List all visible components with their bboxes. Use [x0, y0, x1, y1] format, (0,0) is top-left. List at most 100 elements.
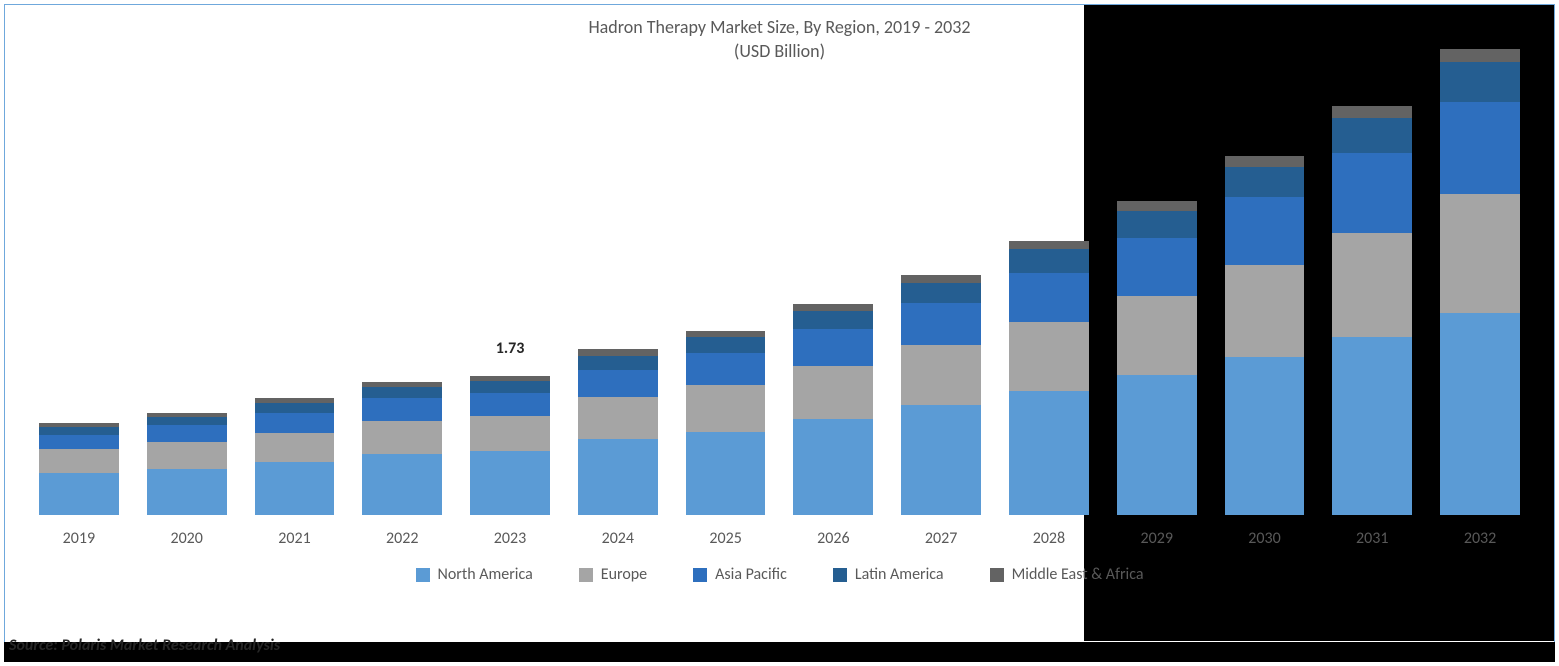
legend-swatch — [579, 568, 593, 582]
bar-segment — [1440, 49, 1520, 63]
bar-segment — [147, 425, 227, 442]
chart-title-line1: Hadron Therapy Market Size, By Region, 2… — [5, 15, 1554, 39]
bar — [793, 304, 873, 515]
bar-segment — [362, 398, 442, 420]
bar-slot — [1211, 75, 1319, 515]
bar-segment — [686, 337, 766, 353]
bar — [362, 382, 442, 515]
bar — [1009, 241, 1089, 515]
bar-segment — [39, 435, 119, 449]
bar-segment — [1009, 391, 1089, 515]
bar-segment — [39, 449, 119, 473]
bar-slot — [133, 75, 241, 515]
bar-segment — [362, 454, 442, 515]
bar-segment — [1225, 357, 1305, 515]
bar-segment — [578, 356, 658, 370]
legend-label: Latin America — [855, 565, 944, 585]
bar-slot — [887, 75, 995, 515]
bar — [1440, 49, 1520, 515]
bar-segment — [1009, 241, 1089, 250]
x-axis-label: 2027 — [887, 521, 995, 548]
bar-slot — [1103, 75, 1211, 515]
bar-segment — [1117, 296, 1197, 375]
legend-item: Latin America — [833, 565, 944, 585]
bar — [686, 331, 766, 515]
bar-slot — [564, 75, 672, 515]
legend-item: Middle East & Africa — [990, 565, 1144, 585]
bar — [470, 376, 550, 515]
x-axis-label: 2029 — [1103, 521, 1211, 548]
bar-segment — [1332, 106, 1412, 118]
bar-segment — [1332, 233, 1412, 337]
bar-segment — [255, 433, 335, 463]
x-axis-label: 2032 — [1426, 521, 1534, 548]
bar-segment — [901, 303, 981, 345]
legend-swatch — [990, 568, 1004, 582]
bar-segment — [578, 397, 658, 439]
bars-row: 1.73 — [25, 75, 1534, 515]
bar-segment — [1117, 201, 1197, 211]
bar-segment — [686, 353, 766, 385]
bar-segment — [793, 311, 873, 329]
bar-segment — [255, 462, 335, 515]
bar-segment — [793, 419, 873, 515]
bar-segment — [1009, 249, 1089, 272]
x-axis: 2019202020212022202320242025202620272028… — [25, 521, 1534, 548]
source-attribution: Source: Polaris Market Research Analysis — [9, 636, 280, 655]
bar-segment — [255, 413, 335, 432]
legend-swatch — [693, 568, 707, 582]
legend: North America Europe Asia Pacific Latin Ame… — [5, 565, 1554, 585]
x-axis-label: 2026 — [779, 521, 887, 548]
bar-segment — [1225, 167, 1305, 197]
bar-slot — [779, 75, 887, 515]
bar-segment — [1225, 197, 1305, 265]
x-axis-label: 2024 — [564, 521, 672, 548]
bar-segment — [1332, 153, 1412, 232]
bar-segment — [470, 416, 550, 451]
x-axis-label: 2020 — [133, 521, 241, 548]
legend-item: Europe — [579, 565, 647, 585]
x-axis-label: 2019 — [25, 521, 133, 548]
bar-segment — [1440, 62, 1520, 102]
bar-segment — [578, 439, 658, 515]
legend-swatch — [833, 568, 847, 582]
legend-label: North America — [438, 565, 533, 585]
bar-slot — [1426, 75, 1534, 515]
bar-segment — [901, 275, 981, 283]
bar-segment — [686, 432, 766, 515]
bar-segment — [39, 473, 119, 515]
bar-segment — [1332, 118, 1412, 153]
bar-segment — [793, 304, 873, 311]
bar — [255, 398, 335, 515]
legend-label: Asia Pacific — [715, 565, 787, 585]
bar — [1117, 201, 1197, 515]
x-axis-label: 2028 — [995, 521, 1103, 548]
bar-segment — [147, 469, 227, 515]
bar-segment — [362, 421, 442, 455]
bar-segment — [1117, 238, 1197, 296]
bar-slot — [1318, 75, 1426, 515]
plot-area: 1.73 — [25, 75, 1534, 515]
bar-segment — [1009, 322, 1089, 391]
bar-slot — [348, 75, 456, 515]
bar-slot — [241, 75, 349, 515]
legend-label: Middle East & Africa — [1012, 565, 1144, 585]
bar-segment — [362, 387, 442, 398]
x-axis-label: 2025 — [672, 521, 780, 548]
bar-segment — [1009, 273, 1089, 323]
bar-segment — [1440, 313, 1520, 515]
data-callout: 1.73 — [496, 339, 525, 358]
bar-segment — [686, 385, 766, 431]
bar-segment — [470, 393, 550, 415]
bar-segment — [901, 405, 981, 515]
bar-segment — [39, 427, 119, 435]
bar-segment — [147, 417, 227, 426]
bar — [1332, 106, 1412, 515]
bar — [901, 275, 981, 515]
bar-segment — [1225, 156, 1305, 167]
bar-segment — [147, 442, 227, 468]
bar-segment — [1440, 102, 1520, 194]
legend-item: Asia Pacific — [693, 565, 787, 585]
bar-segment — [901, 283, 981, 303]
bar-segment — [1440, 194, 1520, 313]
